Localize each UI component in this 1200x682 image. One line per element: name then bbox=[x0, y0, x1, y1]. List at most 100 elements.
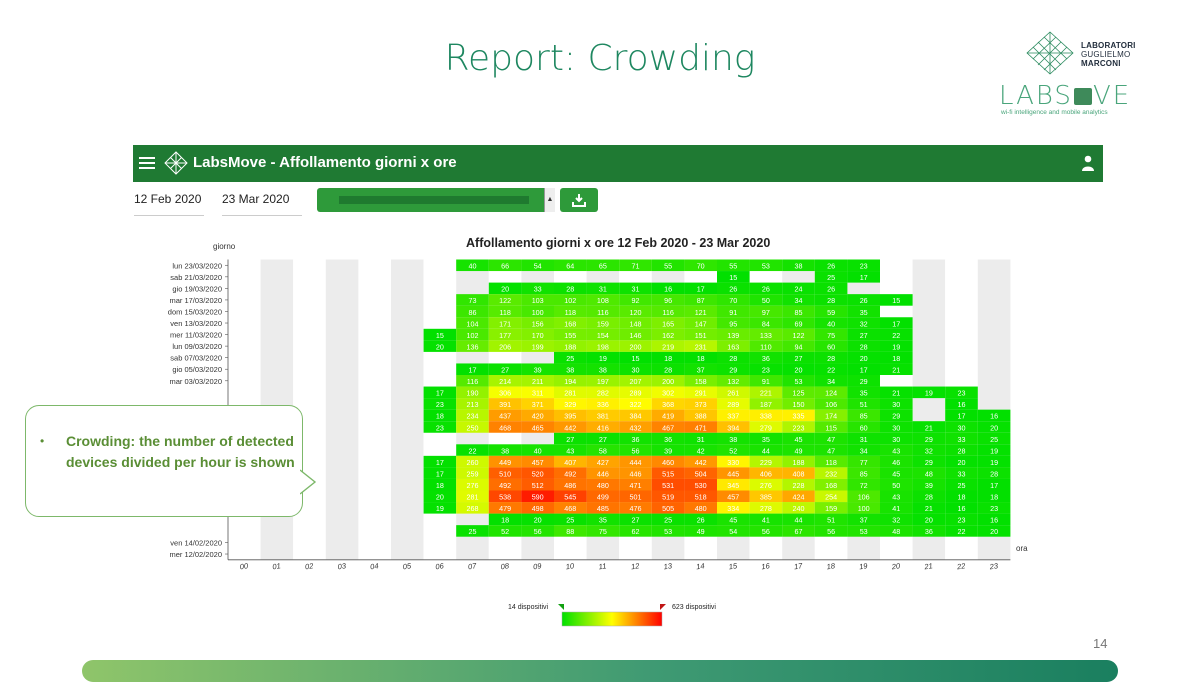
cell-value-label: 492 bbox=[499, 481, 511, 490]
cell-value-label: 159 bbox=[597, 319, 609, 328]
hamburger-menu-icon[interactable] bbox=[139, 155, 155, 171]
location-select[interactable]: ▲ bbox=[317, 188, 555, 212]
day-label: mar 03/03/2020 bbox=[169, 377, 222, 386]
heatmap-cell bbox=[651, 317, 685, 329]
heatmap-cell bbox=[684, 305, 717, 318]
cell-value-label: 31 bbox=[697, 435, 705, 444]
heatmap-cell bbox=[912, 513, 946, 526]
heatmap-cell bbox=[945, 467, 978, 479]
cell-value-label: 53 bbox=[860, 527, 868, 536]
cell-value-label: 306 bbox=[499, 389, 511, 398]
heatmap-cell bbox=[717, 502, 750, 514]
heatmap-cell bbox=[880, 444, 913, 456]
cell-value-label: 468 bbox=[564, 504, 576, 513]
heatmap-cell bbox=[782, 363, 815, 375]
cell-value-label: 168 bbox=[825, 481, 837, 490]
heatmap-cell bbox=[423, 398, 457, 410]
cell-value-label: 427 bbox=[597, 458, 609, 467]
cell-value-label: 49 bbox=[795, 446, 803, 455]
cell-value-label: 538 bbox=[499, 493, 511, 502]
heatmap-cell bbox=[586, 513, 620, 526]
cell-value-label: 23 bbox=[990, 504, 998, 513]
cell-value-label: 23 bbox=[762, 366, 770, 375]
cell-value-label: 16 bbox=[990, 516, 998, 525]
heatmap-cell bbox=[554, 305, 587, 318]
cell-value-label: 47 bbox=[827, 446, 835, 455]
hour-tick-label: 23 bbox=[988, 561, 999, 571]
cell-value-label: 23 bbox=[958, 516, 966, 525]
cell-value-label: 95 bbox=[729, 319, 737, 328]
hour-tick-label: 09 bbox=[533, 561, 543, 571]
heatmap-cell bbox=[782, 490, 815, 503]
cell-value-label: 17 bbox=[990, 481, 998, 490]
cell-value-label: 124 bbox=[825, 389, 837, 398]
heatmap-cell bbox=[554, 259, 587, 272]
heatmap-cell bbox=[749, 490, 783, 503]
heatmap-cell bbox=[717, 340, 750, 352]
heatmap-cell bbox=[423, 386, 457, 399]
heatmap-cell bbox=[586, 282, 620, 295]
cell-value-label: 276 bbox=[467, 481, 479, 490]
heatmap-cell bbox=[977, 421, 1011, 433]
cell-value-label: 250 bbox=[467, 423, 479, 432]
cell-value-label: 519 bbox=[662, 493, 674, 502]
heatmap-cell bbox=[814, 363, 848, 375]
cell-value-label: 118 bbox=[565, 308, 576, 317]
heatmap-cell bbox=[619, 340, 652, 352]
cell-value-label: 36 bbox=[762, 354, 770, 363]
hour-tick-label: 03 bbox=[337, 561, 347, 571]
heatmap-cell bbox=[847, 513, 880, 526]
cell-value-label: 42 bbox=[697, 446, 705, 455]
cell-value-label: 35 bbox=[599, 516, 607, 525]
heatmap-cell bbox=[945, 490, 978, 503]
heatmap-cell bbox=[684, 432, 717, 445]
hour-column-stripe bbox=[391, 259, 424, 560]
cell-value-label: 16 bbox=[958, 504, 966, 513]
cell-value-label: 20 bbox=[925, 516, 933, 525]
cell-value-label: 545 bbox=[564, 493, 576, 502]
cell-value-label: 471 bbox=[695, 423, 707, 432]
heatmap-cell bbox=[814, 294, 848, 306]
heatmap-cell bbox=[423, 502, 457, 514]
cell-value-label: 17 bbox=[436, 469, 444, 478]
cell-value-label: 151 bbox=[695, 331, 707, 340]
cell-value-label: 54 bbox=[729, 527, 737, 536]
heatmap-cell bbox=[651, 328, 685, 341]
heatmap-cell bbox=[586, 363, 620, 375]
heatmap-cell bbox=[880, 490, 913, 503]
start-date-input[interactable]: 12 Feb 2020 bbox=[134, 187, 204, 216]
heatmap-cell bbox=[488, 513, 522, 526]
cell-value-label: 120 bbox=[630, 308, 642, 317]
heatmap-cell bbox=[945, 444, 978, 456]
cell-value-label: 213 bbox=[467, 400, 479, 409]
cell-value-label: 34 bbox=[860, 446, 868, 455]
cell-value-label: 335 bbox=[793, 412, 805, 421]
user-icon[interactable] bbox=[1081, 155, 1095, 171]
brand-wordmark: LABS VE bbox=[999, 81, 1131, 111]
cell-value-label: 504 bbox=[695, 469, 707, 478]
heatmap-cell bbox=[521, 282, 554, 295]
heatmap-cell bbox=[684, 502, 717, 514]
heatmap-cell bbox=[651, 444, 685, 456]
cell-value-label: 25 bbox=[827, 273, 835, 282]
cell-value-label: 17 bbox=[469, 366, 477, 375]
heatmap-cell bbox=[488, 502, 522, 514]
heatmap-cell bbox=[749, 282, 783, 295]
cell-value-label: 70 bbox=[697, 262, 705, 271]
heatmap-cell bbox=[814, 375, 848, 387]
legend-gradient-bar bbox=[561, 611, 663, 627]
download-button[interactable] bbox=[560, 188, 598, 212]
callout-bullet: • bbox=[40, 434, 45, 448]
heatmap-cell bbox=[912, 444, 946, 456]
cell-value-label: 408 bbox=[793, 469, 805, 478]
cell-value-label: 174 bbox=[825, 412, 837, 421]
cell-value-label: 394 bbox=[727, 423, 739, 432]
heatmap-cell bbox=[880, 467, 913, 479]
heatmap-cell bbox=[847, 375, 880, 387]
heatmap-cell bbox=[554, 363, 587, 375]
heatmap-cell bbox=[782, 513, 815, 526]
cell-value-label: 54 bbox=[534, 262, 542, 271]
end-date-input[interactable]: 23 Mar 2020 bbox=[222, 187, 302, 216]
heatmap-cell bbox=[554, 340, 587, 352]
callout-box: • Crowding: the number of detected devic… bbox=[25, 405, 303, 517]
